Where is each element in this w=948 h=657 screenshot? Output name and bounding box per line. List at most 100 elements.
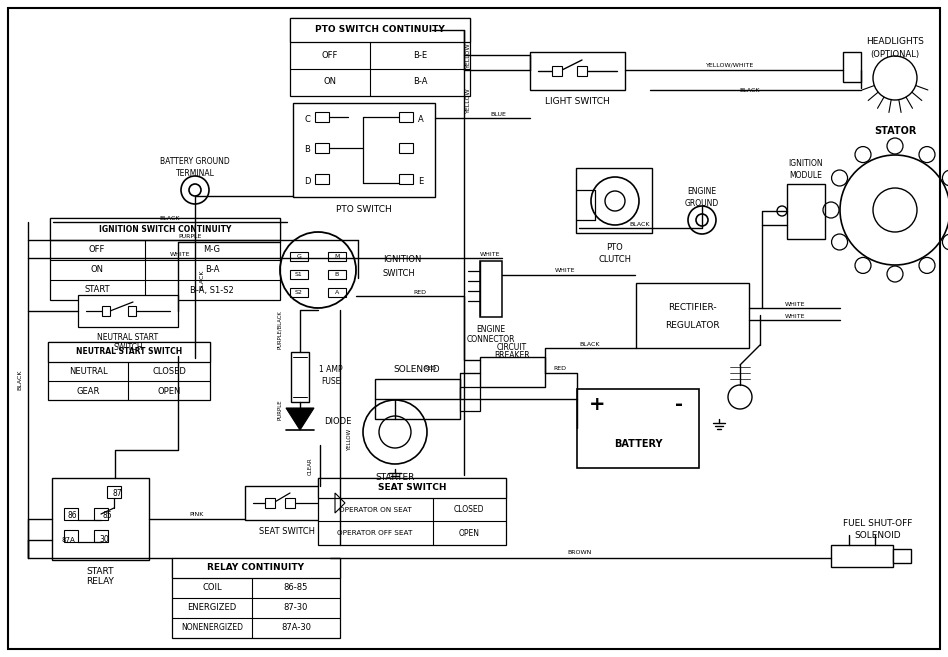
Bar (831, 545, 893, 567)
Bar (290, 252, 308, 261)
Bar (318, 478, 506, 545)
Bar (94, 530, 108, 542)
Text: BLACK: BLACK (580, 342, 600, 346)
Text: LIGHT SWITCH: LIGHT SWITCH (544, 97, 610, 106)
Text: SEAT SWITCH: SEAT SWITCH (377, 484, 447, 493)
Bar (328, 252, 346, 261)
Text: B: B (335, 273, 339, 277)
Text: NEUTRAL: NEUTRAL (68, 367, 107, 376)
Text: B-E: B-E (413, 51, 427, 60)
Bar (328, 270, 346, 279)
Text: BROWN: BROWN (568, 551, 592, 556)
Bar (107, 486, 121, 498)
Text: SWITCH: SWITCH (383, 269, 416, 279)
Bar (78, 295, 178, 327)
Text: S2: S2 (295, 290, 303, 296)
Text: CLEAR: CLEAR (307, 457, 313, 475)
Text: G: G (297, 254, 301, 260)
Text: B-A, S1-S2: B-A, S1-S2 (191, 286, 234, 294)
Text: -: - (675, 396, 683, 415)
Bar (375, 379, 460, 419)
Bar (128, 306, 136, 316)
Text: YELLOW: YELLOW (465, 42, 470, 68)
Text: TERMINAL: TERMINAL (175, 170, 214, 179)
Text: OFF: OFF (89, 246, 105, 254)
Text: E: E (418, 177, 424, 185)
Text: C: C (304, 114, 310, 124)
Bar (290, 288, 308, 297)
Text: 1 AMP: 1 AMP (319, 365, 343, 374)
Text: BREAKER: BREAKER (494, 351, 530, 361)
Bar (318, 478, 506, 498)
Bar (50, 218, 280, 240)
Bar (293, 103, 435, 197)
Text: RELAY CONTINUITY: RELAY CONTINUITY (208, 564, 304, 572)
Bar (48, 342, 210, 400)
Text: START: START (84, 286, 110, 294)
Bar (399, 174, 413, 184)
Text: SOLENOID: SOLENOID (855, 532, 902, 541)
Text: MODULE: MODULE (790, 171, 823, 179)
Bar (315, 143, 329, 153)
Bar (290, 18, 470, 96)
Text: PURPLE: PURPLE (178, 233, 202, 238)
Text: IGNITION: IGNITION (789, 160, 823, 168)
Bar (399, 112, 413, 122)
Bar (843, 52, 861, 82)
Text: OFF: OFF (321, 51, 338, 60)
Bar (577, 66, 587, 76)
Bar (328, 288, 346, 297)
Bar (52, 478, 149, 560)
Text: A: A (335, 290, 339, 296)
Text: YELLOW: YELLOW (465, 87, 470, 113)
Text: M: M (335, 254, 339, 260)
Text: SEAT SWITCH: SEAT SWITCH (259, 528, 315, 537)
Text: BLACK: BLACK (629, 221, 650, 227)
Bar (172, 558, 340, 578)
Text: COIL: COIL (202, 583, 222, 593)
Text: PURPLE: PURPLE (278, 399, 283, 420)
Bar (290, 18, 470, 42)
Bar (460, 387, 480, 411)
Bar (576, 168, 652, 233)
Bar (480, 261, 502, 317)
Bar (285, 498, 295, 508)
Bar (480, 357, 545, 387)
Text: ON: ON (90, 265, 103, 275)
Text: B-A: B-A (205, 265, 219, 275)
Text: BATTERY GROUND: BATTERY GROUND (160, 158, 229, 166)
Text: WHITE: WHITE (170, 252, 191, 256)
Text: SWITCH: SWITCH (113, 344, 143, 353)
Bar (245, 486, 330, 520)
Bar (575, 165, 655, 235)
Text: RED: RED (554, 367, 567, 371)
Text: 85: 85 (102, 512, 112, 520)
Text: 86: 86 (67, 512, 77, 520)
Text: OPEN: OPEN (459, 528, 480, 537)
Text: PTO SWITCH CONTINUITY: PTO SWITCH CONTINUITY (315, 26, 445, 35)
Text: RECTIFIER-: RECTIFIER- (667, 304, 717, 313)
Text: IGNITION SWITCH CONTINUITY: IGNITION SWITCH CONTINUITY (99, 225, 231, 233)
Text: DIODE: DIODE (324, 417, 352, 426)
Text: WHITE: WHITE (785, 302, 805, 307)
Text: CIRCUIT: CIRCUIT (497, 342, 527, 351)
Text: OPERATOR ON SEAT: OPERATOR ON SEAT (338, 507, 411, 513)
Text: D: D (303, 177, 310, 185)
Text: 86-85: 86-85 (283, 583, 308, 593)
Bar (50, 218, 280, 300)
Text: NEUTRAL START SWITCH: NEUTRAL START SWITCH (76, 348, 182, 357)
Bar (102, 306, 110, 316)
Text: ENGINE: ENGINE (477, 325, 505, 334)
Text: BLACK: BLACK (199, 270, 205, 290)
Bar (172, 558, 340, 638)
Bar (787, 184, 825, 239)
Bar (64, 530, 78, 542)
Text: REGULATOR: REGULATOR (665, 321, 720, 330)
Text: +: + (589, 396, 605, 415)
Text: WHITE: WHITE (785, 313, 805, 319)
Text: 87A: 87A (61, 537, 75, 543)
Text: STARTER: STARTER (375, 472, 414, 482)
Text: GEAR: GEAR (76, 386, 100, 396)
Text: ON: ON (323, 76, 337, 85)
Text: SOLENOID: SOLENOID (393, 365, 440, 373)
